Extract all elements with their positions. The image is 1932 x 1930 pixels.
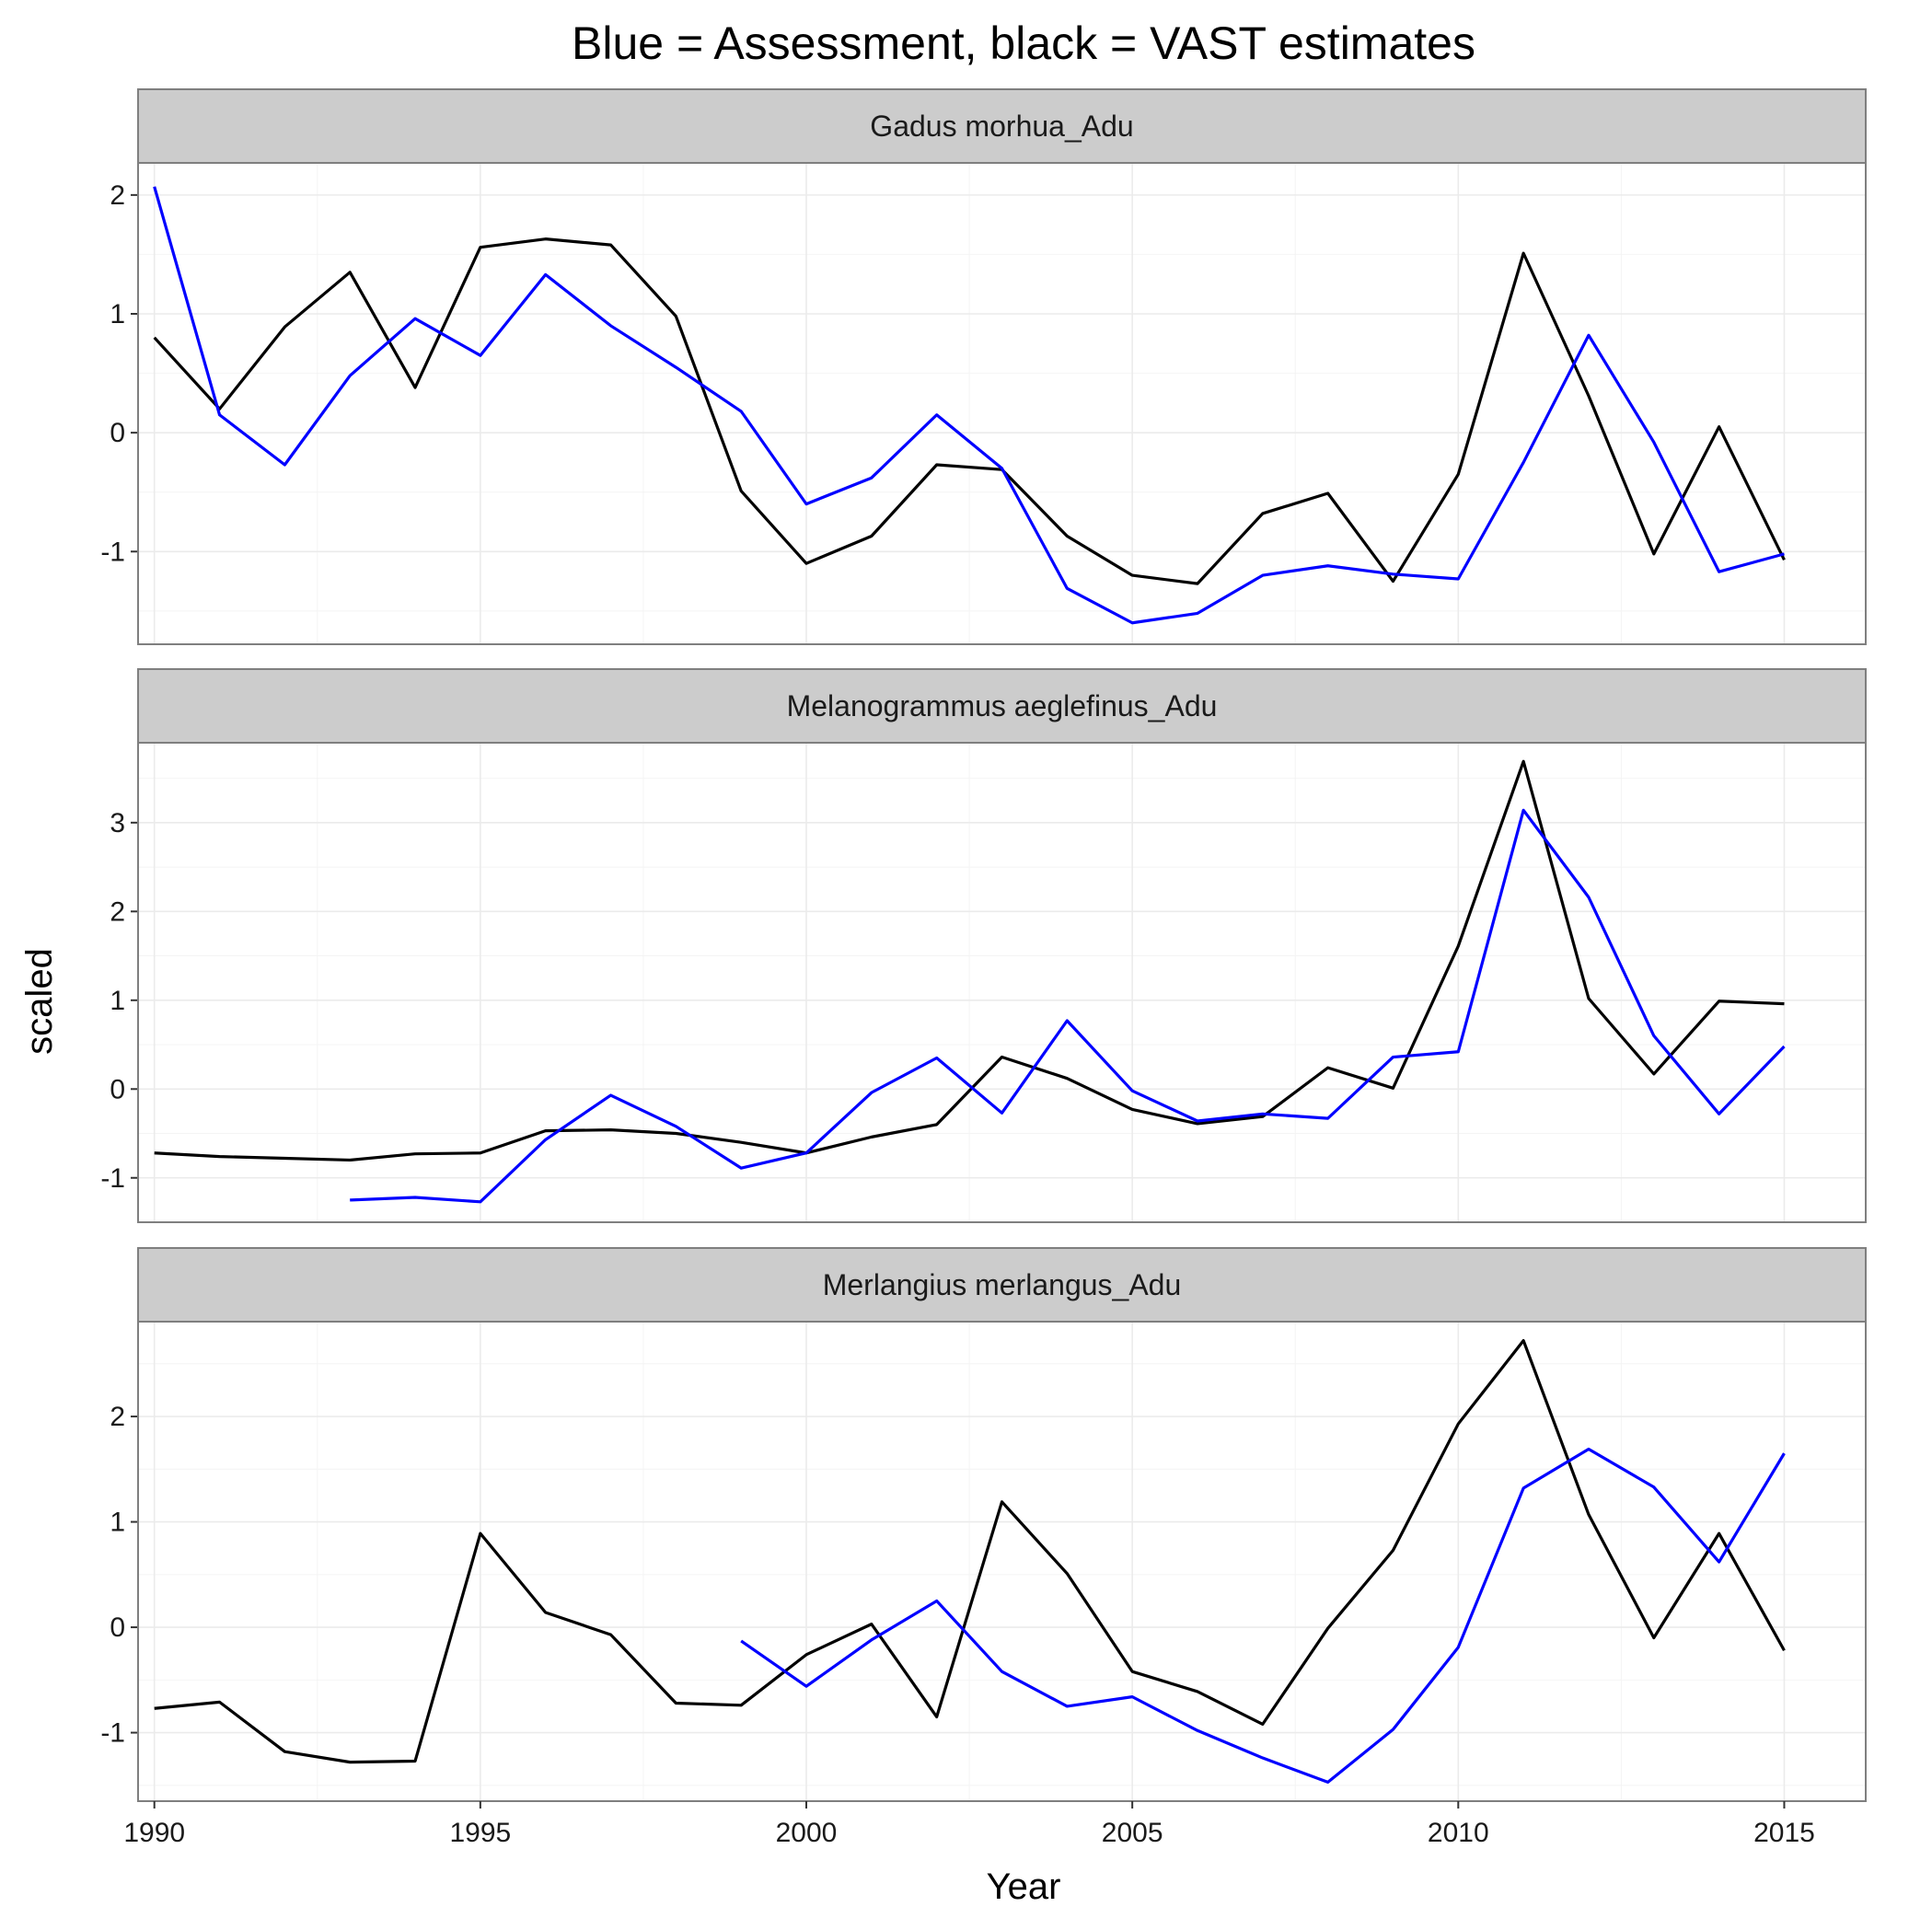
- vast-estimate-line: [154, 759, 1785, 1162]
- facet-strip: [137, 88, 1867, 164]
- x-tick-label: 2000: [776, 1818, 838, 1848]
- y-tick-label: -1: [100, 1718, 125, 1749]
- chart-title: Blue = Assessment, black = VAST estimate…: [572, 17, 1475, 69]
- x-tick-label: 2005: [1102, 1818, 1163, 1848]
- y-tick-label: 2: [110, 1402, 125, 1432]
- x-tick-label: 1990: [123, 1818, 185, 1848]
- y-tick-label: 1: [110, 299, 125, 329]
- y-tick-label: 0: [110, 418, 125, 448]
- facet-strip: [137, 1247, 1867, 1323]
- assessment-line: [153, 186, 1785, 625]
- x-tick-label: 2010: [1428, 1818, 1489, 1848]
- y-tick-label: 2: [110, 896, 125, 927]
- y-tick-label: 0: [110, 1074, 125, 1104]
- vast-estimate-line: [154, 1339, 1786, 1764]
- y-tick-label: -1: [100, 1163, 125, 1194]
- assessment-line: [740, 1447, 1786, 1784]
- y-tick-label: 0: [110, 1612, 125, 1643]
- x-axis-title: Year: [987, 1866, 1061, 1907]
- facet-strip-label: Gadus morhua_Adu: [870, 110, 1133, 143]
- panel-border: [137, 162, 1867, 645]
- y-tick-label: 1: [110, 1508, 125, 1538]
- y-tick-label: 3: [110, 808, 125, 838]
- panel-background: [138, 743, 1866, 1222]
- facet-strip-label: Merlangius merlangus_Adu: [823, 1268, 1182, 1301]
- x-tick-label: 1995: [449, 1818, 511, 1848]
- vast-estimate-line: [153, 237, 1786, 585]
- y-axis-title: scaled: [19, 948, 60, 1055]
- y-tick-label: 1: [110, 986, 125, 1016]
- x-axis: 1990 1995 2000 2005 2010 2015: [123, 1801, 1815, 1848]
- facet-panel: Melanogrammus aeglefinus_Adu -1 0 1 2 3: [100, 668, 1867, 1223]
- facet-strip: [137, 668, 1867, 744]
- panel-background: [138, 1322, 1866, 1801]
- assessment-line: [350, 808, 1786, 1204]
- y-tick-label: 2: [110, 180, 125, 211]
- y-tick-label: -1: [100, 537, 125, 567]
- facet-panel: Merlangius merlangus_Adu -1 0 1 2: [100, 1247, 1867, 1802]
- x-tick-label: 2015: [1753, 1818, 1815, 1848]
- facet-strip-label: Melanogrammus aeglefinus_Adu: [787, 689, 1218, 722]
- panel-border: [137, 1321, 1867, 1802]
- panel-border: [137, 742, 1867, 1223]
- panel-background: [138, 163, 1866, 644]
- facet-panel: Gadus morhua_Adu -1 0 1 2: [100, 88, 1867, 645]
